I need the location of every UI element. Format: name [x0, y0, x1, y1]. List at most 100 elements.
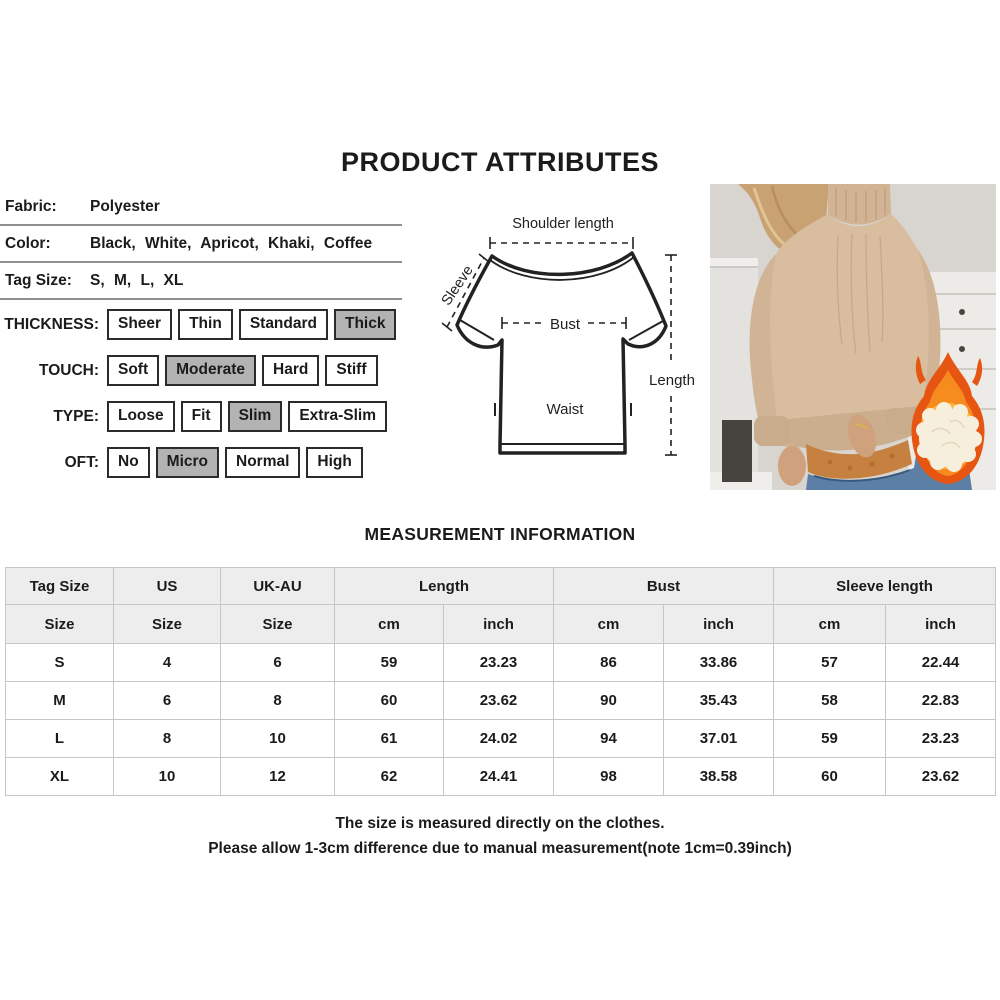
size-table-cell: 23.62 [884, 757, 997, 796]
measurement-notes: The size is measured directly on the clo… [0, 815, 1000, 865]
photo-fleece-lining [806, 440, 912, 479]
photo-right-hand [847, 414, 877, 458]
option-chip: Soft [107, 355, 160, 386]
color-row: Color: Black, White, Apricot, Khaki, Cof… [0, 226, 402, 263]
size-table-cell: 23.62 [443, 681, 554, 720]
type-label: TYPE: [53, 407, 99, 425]
photo-flame-fleece-badge [911, 352, 985, 484]
sub-header: inch [663, 604, 774, 644]
note-line: Please allow 1-3cm difference due to man… [208, 840, 792, 857]
col-header-sleeve-length: Sleeve length [772, 567, 997, 605]
fabric-value: Polyester [90, 197, 160, 215]
size-table-cell: 24.02 [443, 719, 554, 758]
oft-row: OFT: No Micro Normal High [0, 447, 440, 478]
size-table-cell: 10 [113, 757, 221, 796]
size-table-cell: 38.58 [663, 757, 774, 796]
length-label: Length [649, 372, 695, 389]
fabric-row: Fabric: Polyester [0, 189, 402, 226]
sub-header: Size [220, 604, 335, 644]
option-chip: Moderate [165, 355, 257, 386]
tee-outline [455, 251, 668, 455]
collar-inner-line [489, 256, 635, 281]
thickness-row: THICKNESS: Sheer Thin Standard Thick [0, 309, 440, 340]
size-table-group-header-row: Tag Size US UK-AU Length Bust Sleeve len… [5, 567, 997, 605]
option-chip: Thin [178, 309, 233, 340]
option-chip: Loose [107, 401, 175, 432]
attribute-block: Fabric: Polyester Color: Black, White, A… [0, 189, 402, 300]
sub-header: cm [334, 604, 444, 644]
size-table-cell: 6 [220, 643, 335, 682]
col-header-bust: Bust [553, 567, 774, 605]
photo-fleece-ball [916, 402, 982, 472]
size-table-cell: L [5, 719, 114, 758]
size-table-cell: 10 [220, 719, 335, 758]
size-table-cell: 8 [220, 681, 335, 720]
size-table-cell: 23.23 [443, 643, 554, 682]
bust-label: Bust [550, 316, 581, 333]
size-table-body: S 4 6 59 23.23 86 33.86 57 22.44 M 6 8 60 23.62 90 35.4… [5, 643, 997, 796]
size-table-cell: 61 [334, 719, 444, 758]
option-chip: Normal [225, 447, 301, 478]
thickness-label: THICKNESS: [4, 315, 99, 333]
size-table: Tag Size US UK-AU Length Bust Sleeve len… [5, 567, 997, 796]
photo-left-hand [778, 446, 806, 486]
size-table-cell: 60 [773, 757, 886, 796]
size-table-cell: XL [5, 757, 114, 796]
size-table-cell: 24.41 [443, 757, 554, 796]
sub-header: Size [5, 604, 114, 644]
type-row: TYPE: Loose Fit Slim Extra-Slim [0, 401, 440, 432]
size-table-cell: 86 [553, 643, 664, 682]
option-chip: Standard [238, 309, 328, 340]
color-value: Black, White, Apricot, Khaki, Coffee [90, 234, 373, 252]
option-chip: Hard [262, 355, 320, 386]
size-table-cell: 22.44 [884, 643, 997, 682]
photo-turtleneck-collar [828, 184, 891, 225]
size-table-cell: 12 [220, 757, 335, 796]
size-table-cell: 59 [334, 643, 444, 682]
sub-header: Size [113, 604, 221, 644]
option-chip: Extra-Slim [288, 401, 387, 432]
option-block: THICKNESS: Sheer Thin Standard Thick TOU… [0, 309, 440, 493]
touch-label: TOUCH: [39, 361, 99, 379]
col-header-us: US [113, 567, 221, 605]
photo-chair [722, 420, 752, 482]
size-table-cell: 62 [334, 757, 444, 796]
sleeve-dashed-line [446, 257, 485, 328]
shoulder-length-label: Shoulder length [512, 216, 614, 232]
fabric-label: Fabric: [5, 197, 57, 215]
col-header-length: Length [334, 567, 554, 605]
product-photo-illustration [710, 184, 996, 490]
tag-size-row: Tag Size: S, M, L, XL [0, 263, 402, 300]
size-table-cell: 98 [553, 757, 664, 796]
tag-size-label: Tag Size: [5, 271, 72, 289]
size-table-cell: 90 [553, 681, 664, 720]
size-table-cell: 6 [113, 681, 221, 720]
size-table-cell: S [5, 643, 114, 682]
option-chip: Micro [155, 447, 220, 478]
col-header-uk-au: UK-AU [220, 567, 335, 605]
size-table-cell: 94 [553, 719, 664, 758]
tag-size-value: S, M, L, XL [90, 271, 184, 289]
size-table-cell: 35.43 [663, 681, 774, 720]
size-table-cell: 59 [773, 719, 886, 758]
col-header-tag-size: Tag Size [5, 567, 114, 605]
sub-header: cm [553, 604, 664, 644]
size-table-cell: 33.86 [663, 643, 774, 682]
size-table-row: M 6 8 60 23.62 90 35.43 58 22.83 [5, 681, 997, 720]
page-title: PRODUCT ATTRIBUTES [341, 147, 659, 177]
size-table-cell: 8 [113, 719, 221, 758]
product-photo [710, 184, 996, 490]
size-table-sub-header-row: Size Size Size cm inch cm inch cm inch [5, 604, 997, 644]
option-chip: Fit [180, 401, 222, 432]
option-chip: Sheer [107, 309, 173, 340]
option-chip: Thick [334, 309, 397, 340]
size-table-row: L 8 10 61 24.02 94 37.01 59 23.23 [5, 719, 997, 758]
size-table-cell: 22.83 [884, 681, 997, 720]
waist-label: Waist [547, 401, 585, 418]
photo-right-cuff [886, 408, 920, 434]
photo-left-cuff [754, 416, 790, 446]
photo-sweater-torso [770, 214, 929, 451]
option-chip: No [107, 447, 150, 478]
size-table-cell: 57 [773, 643, 886, 682]
